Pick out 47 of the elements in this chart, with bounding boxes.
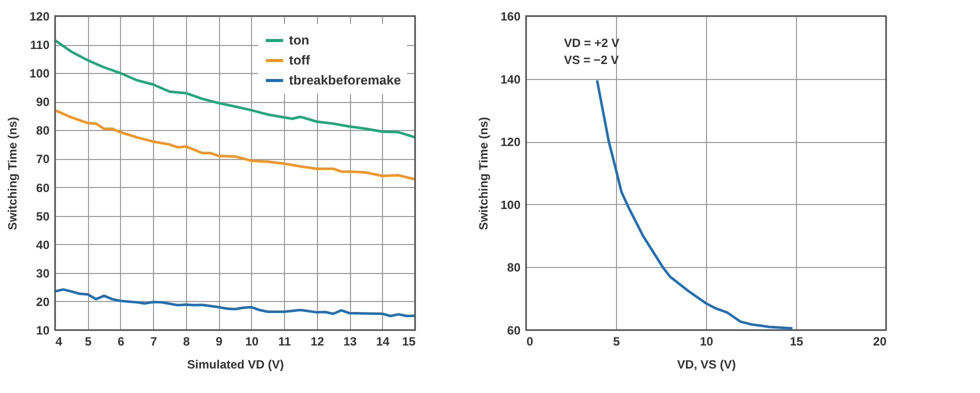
y-tick-label: 80 <box>507 260 521 275</box>
x-tick-label: 8 <box>183 334 190 348</box>
y-tick-label: 20 <box>36 294 50 309</box>
legend-label: ton <box>289 32 310 48</box>
x-tick-label: 9 <box>216 334 223 348</box>
x-tick-label: 15 <box>402 334 416 348</box>
y-tick-label: 30 <box>36 266 50 280</box>
line-series <box>55 108 415 181</box>
y-axis-title: Switching Time (ns) <box>5 116 20 230</box>
x-tick-label: 4 <box>56 334 62 348</box>
x-tick-label: 13 <box>343 334 358 348</box>
x-tick-label: 0 <box>526 334 534 348</box>
x-tick-label: 10 <box>245 334 259 348</box>
annotation: VD = +2 V <box>564 36 620 50</box>
x-tick-label: 6 <box>118 334 125 348</box>
y-tick-label: 50 <box>36 209 50 224</box>
y-tick-label: 60 <box>507 324 521 338</box>
x-tick-label: 11 <box>278 334 292 348</box>
legend-label: toff <box>289 52 311 68</box>
y-tick-label: 60 <box>36 180 50 195</box>
x-axis-title: VD, VS (V) <box>677 358 736 372</box>
y-tick-label: 10 <box>36 324 50 338</box>
y-axis-title: Switching Time (ns) <box>476 116 490 230</box>
line-series <box>596 79 794 330</box>
y-tick-label: 90 <box>36 95 50 110</box>
y-tick-label: 120 <box>500 135 521 150</box>
y-tick-label: 100 <box>29 66 50 81</box>
x-axis-title: Simulated VD (V) <box>187 358 284 372</box>
y-tick-label: 140 <box>500 72 521 86</box>
legend-label: tbreakbeforemake <box>289 72 401 88</box>
annotation: VS = −2 V <box>564 53 619 67</box>
x-tick-label: 7 <box>150 334 158 348</box>
y-tick-label: 100 <box>500 198 521 212</box>
x-tick-label: 15 <box>790 334 804 348</box>
y-tick-label: 110 <box>30 38 50 52</box>
x-tick-label: 14 <box>376 334 390 348</box>
x-tick-label: 12 <box>310 334 324 348</box>
y-tick-label: 160 <box>500 10 521 24</box>
x-tick-label: 5 <box>84 334 92 348</box>
x-tick-label: 20 <box>873 334 887 348</box>
y-tick-label: 40 <box>36 238 50 252</box>
x-tick-label: 5 <box>613 334 620 348</box>
y-tick-label: 120 <box>29 10 50 24</box>
line-series <box>55 288 415 318</box>
x-tick-label: 10 <box>700 334 714 348</box>
y-tick-label: 70 <box>36 152 50 166</box>
y-tick-label: 80 <box>36 124 50 138</box>
